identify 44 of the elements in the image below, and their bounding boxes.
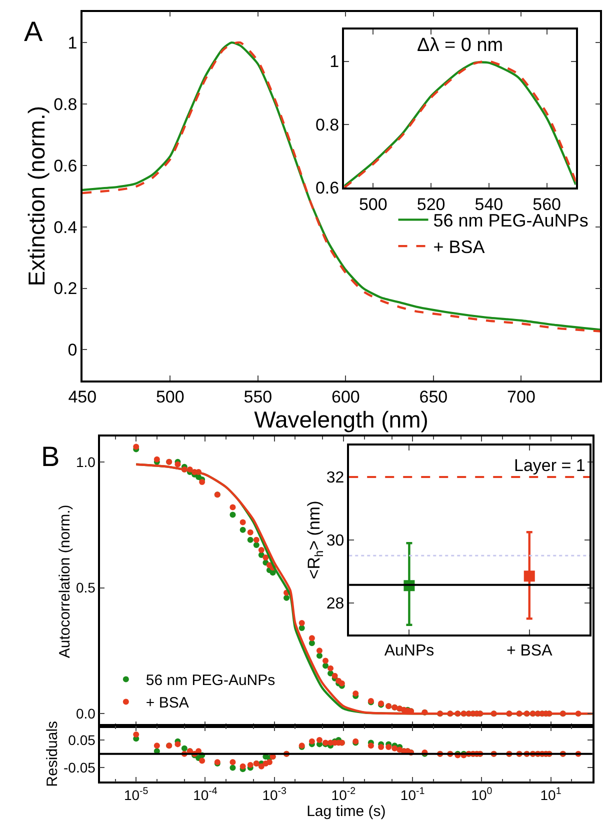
y-tick-label: 1 — [68, 34, 78, 53]
x-axis-title: Wavelength (nm) — [254, 406, 428, 433]
y-tick-label: 0.0 — [76, 706, 96, 722]
annotation: Layer = 1 — [514, 456, 586, 475]
x-tick-label: 10$^{-4}$ — [193, 786, 218, 804]
text: B — [41, 441, 60, 472]
x-tick-label: 450 — [68, 388, 97, 407]
y-tick-label: 0.05 — [68, 732, 96, 748]
x-axis-title: Lag time (s) — [306, 803, 386, 820]
x-tick-label: 10$^{-2}$ — [331, 786, 356, 804]
y-tick-label: 0.4 — [54, 218, 78, 237]
y-tick-label: 32 — [326, 470, 344, 487]
y-axis-title: Autocorrelation (norm.) — [56, 504, 74, 658]
legend-label: 56 nm PEG-AuNPs — [146, 672, 276, 690]
x-tick-label: 10$^{-3}$ — [262, 786, 288, 804]
y-axis-title: Extinction (norm.) — [24, 106, 50, 286]
y-tick-label: 0.8 — [315, 115, 340, 134]
y-tick-label: 0.8 — [54, 94, 78, 114]
y-tick-label: 0 — [68, 340, 78, 360]
y-tick-label: 28 — [326, 595, 344, 612]
x-tick-label: 700 — [507, 388, 536, 407]
x-tick-label: 10$^{-5}$ — [124, 786, 149, 804]
y-axis-title: Residuals — [44, 720, 62, 787]
x-tick-label: 500 — [156, 388, 184, 407]
x-tick-label: 10$^{-1}$ — [400, 786, 425, 804]
chart-title: Δλ = 0 nm — [417, 35, 504, 56]
y-tick-label: 1.0 — [76, 454, 96, 470]
y-tick-label: 0.2 — [54, 279, 78, 298]
y-tick-label: 0.5 — [76, 580, 96, 596]
x-tick-label: AuNPs — [384, 642, 434, 660]
y-tick-label: 30 — [326, 532, 344, 550]
y-tick-label: 0.6 — [54, 156, 78, 176]
y-tick-label: -0.05 — [64, 760, 96, 776]
x-tick-label: 10$^{1}$ — [540, 786, 562, 804]
text: A — [24, 16, 43, 47]
x-tick-label: 550 — [244, 388, 272, 407]
y-tick-label: 1 — [330, 52, 340, 72]
x-tick-label: 650 — [419, 388, 448, 407]
y-tick-label: 0.6 — [315, 178, 340, 198]
legend-label: + BSA — [146, 694, 189, 712]
legend-label: + BSA — [433, 237, 485, 258]
x-tick-label: 600 — [332, 388, 360, 407]
x-tick-label: 500 — [358, 194, 388, 214]
x-tick-label: 10$^{0}$ — [471, 786, 493, 804]
